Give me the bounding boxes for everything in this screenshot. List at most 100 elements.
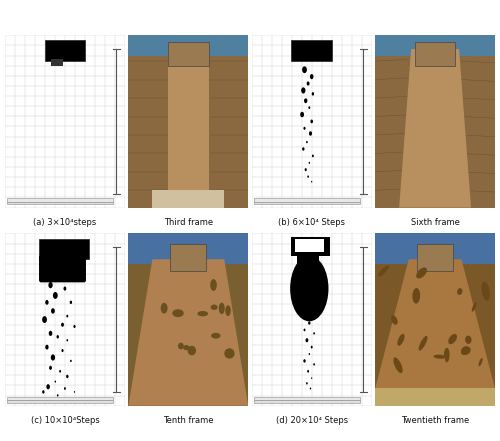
Text: (a) 3×10⁴steps: (a) 3×10⁴steps — [34, 218, 96, 227]
Bar — [8, 198, 113, 202]
Circle shape — [301, 87, 306, 93]
Ellipse shape — [472, 302, 477, 312]
Circle shape — [310, 120, 313, 123]
Circle shape — [56, 335, 59, 339]
Ellipse shape — [412, 288, 420, 304]
Text: (d) 20×10⁴ Steps: (d) 20×10⁴ Steps — [276, 416, 348, 425]
Ellipse shape — [188, 346, 196, 355]
Bar — [8, 396, 113, 400]
Ellipse shape — [482, 281, 490, 301]
Ellipse shape — [218, 303, 224, 314]
Ellipse shape — [478, 358, 482, 366]
Circle shape — [308, 353, 310, 355]
Bar — [375, 35, 495, 56]
Ellipse shape — [210, 279, 217, 291]
Circle shape — [70, 301, 72, 304]
Text: Third frame: Third frame — [164, 218, 213, 227]
Circle shape — [70, 360, 71, 362]
Ellipse shape — [465, 336, 471, 344]
Circle shape — [66, 339, 68, 341]
Circle shape — [51, 355, 55, 361]
Polygon shape — [128, 259, 248, 406]
Circle shape — [300, 112, 304, 117]
Circle shape — [62, 349, 64, 352]
Circle shape — [314, 363, 315, 366]
Ellipse shape — [160, 303, 168, 314]
Bar — [414, 42, 456, 66]
Bar — [254, 198, 360, 202]
Circle shape — [308, 162, 310, 164]
Circle shape — [302, 147, 304, 151]
Circle shape — [42, 390, 44, 394]
Bar — [298, 249, 319, 263]
Ellipse shape — [445, 351, 450, 362]
Circle shape — [310, 74, 314, 79]
Circle shape — [314, 332, 315, 335]
Bar — [170, 244, 206, 271]
Ellipse shape — [434, 355, 446, 359]
Circle shape — [311, 181, 312, 183]
Bar — [292, 41, 332, 61]
Circle shape — [312, 154, 314, 157]
Bar — [152, 191, 224, 208]
Bar — [254, 202, 360, 205]
Circle shape — [306, 338, 308, 342]
Circle shape — [309, 131, 312, 136]
Bar — [375, 389, 495, 406]
Ellipse shape — [416, 267, 427, 278]
Bar — [168, 42, 208, 66]
Circle shape — [51, 308, 55, 314]
Bar — [44, 41, 86, 61]
Circle shape — [308, 321, 310, 325]
Ellipse shape — [391, 315, 398, 325]
Bar — [128, 233, 248, 265]
Bar — [254, 396, 360, 400]
Text: Twentieth frame: Twentieth frame — [401, 416, 469, 425]
Circle shape — [304, 168, 307, 171]
Circle shape — [306, 141, 308, 143]
Bar — [254, 400, 360, 403]
Circle shape — [74, 325, 76, 328]
Circle shape — [48, 331, 52, 336]
Circle shape — [304, 329, 306, 331]
Circle shape — [57, 394, 58, 396]
Circle shape — [308, 106, 310, 109]
Ellipse shape — [448, 334, 457, 344]
Ellipse shape — [198, 311, 208, 316]
Circle shape — [310, 346, 312, 348]
Circle shape — [54, 381, 56, 383]
Circle shape — [74, 391, 75, 393]
Text: (c) 10×10⁴Steps: (c) 10×10⁴Steps — [30, 416, 100, 425]
Circle shape — [64, 387, 66, 390]
Circle shape — [304, 98, 308, 103]
Bar — [417, 244, 453, 271]
Text: Tenth frame: Tenth frame — [163, 416, 214, 425]
Circle shape — [306, 382, 308, 385]
Ellipse shape — [172, 309, 184, 317]
Ellipse shape — [444, 348, 450, 359]
Circle shape — [307, 370, 309, 373]
Circle shape — [302, 66, 307, 73]
Bar — [128, 35, 248, 56]
Bar — [8, 400, 113, 403]
Circle shape — [310, 388, 311, 389]
Circle shape — [46, 345, 48, 350]
Circle shape — [308, 176, 309, 178]
Circle shape — [304, 359, 306, 363]
Circle shape — [312, 92, 314, 96]
Text: Sixth frame: Sixth frame — [410, 218, 460, 227]
Circle shape — [49, 366, 52, 370]
Circle shape — [66, 375, 68, 378]
Bar — [295, 239, 324, 252]
Ellipse shape — [418, 336, 428, 351]
Ellipse shape — [290, 256, 329, 321]
Ellipse shape — [211, 333, 220, 339]
Circle shape — [311, 377, 312, 379]
Ellipse shape — [461, 347, 468, 355]
Polygon shape — [399, 49, 471, 208]
Circle shape — [59, 370, 61, 373]
Circle shape — [46, 300, 48, 305]
Ellipse shape — [461, 346, 470, 355]
Circle shape — [64, 287, 66, 291]
FancyBboxPatch shape — [40, 256, 86, 282]
